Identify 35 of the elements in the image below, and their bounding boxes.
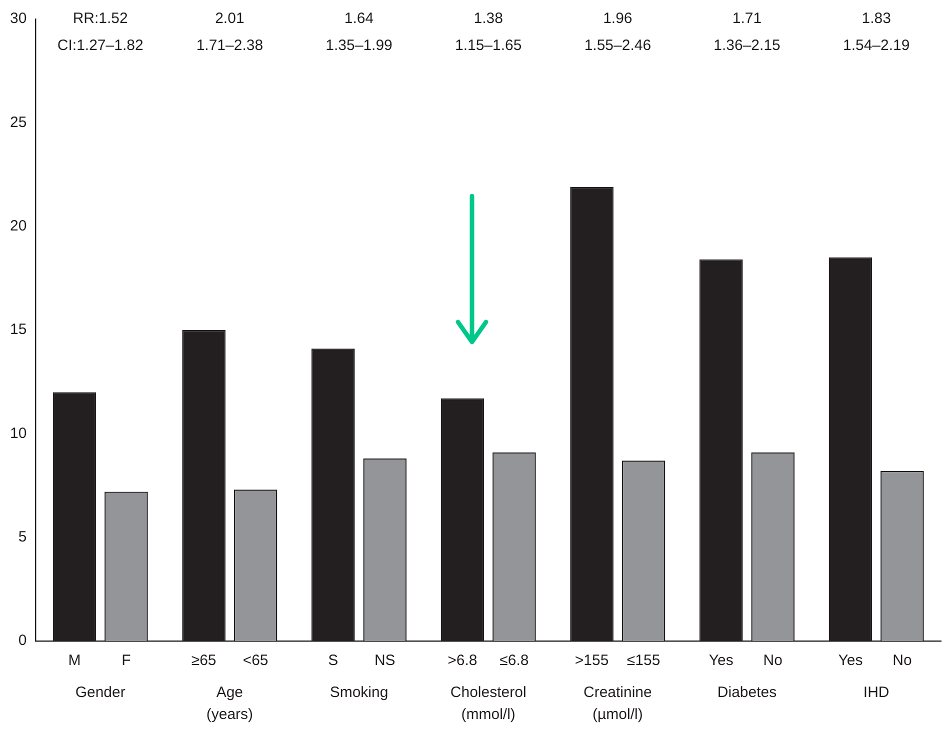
x-tick-label: F	[122, 652, 131, 670]
y-tick-label: 25	[10, 114, 27, 131]
x-tick-label: No	[892, 652, 912, 670]
y-tick-label: 20	[10, 217, 27, 234]
annotation: 1.96 1.55–2.46	[584, 10, 652, 54]
y-tick-label: 30	[10, 10, 27, 28]
annotation: 2.01 1.71–2.38	[196, 10, 264, 54]
x-tick-label: >6.8	[448, 652, 478, 670]
x-tick-label: ≥65	[191, 652, 216, 670]
x-tick-label: ≤6.8	[500, 652, 529, 670]
x-tick-label: Yes	[708, 652, 734, 670]
annotation: 1.38 1.15–1.65	[454, 10, 522, 54]
x-tick-label: S	[328, 652, 338, 670]
text: Creatinine (µmol/l)	[583, 684, 652, 724]
x-tick-label: <65	[242, 652, 268, 670]
text: Cholesterol (mmol/l)	[450, 684, 526, 724]
annotation: 1.83 1.54–2.19	[842, 10, 910, 54]
x-tick-label: NS	[374, 652, 396, 670]
y-tick-label: 15	[10, 321, 27, 338]
x-tick-label: No	[763, 652, 782, 670]
text: Gender	[75, 684, 126, 702]
x-tick-label: >155	[574, 652, 609, 670]
text: Diabetes	[717, 684, 777, 702]
annotation: 1.71 1.36–2.15	[714, 10, 780, 54]
y-tick-label: 0	[18, 632, 27, 650]
text: IHD	[863, 684, 890, 702]
y-tick-label: 5	[18, 528, 27, 546]
x-tick-label: ≤155	[626, 652, 660, 670]
y-tick-label: 10	[10, 424, 27, 442]
x-tick-label: Yes	[838, 652, 863, 670]
text: Smoking	[330, 684, 388, 702]
annotation: 1.64 1.35–1.99	[326, 10, 392, 54]
annotation: RR:1.52 CI:1.27–1.82	[57, 10, 144, 54]
text: Age (years)	[206, 684, 254, 724]
x-tick-label: M	[68, 652, 81, 670]
